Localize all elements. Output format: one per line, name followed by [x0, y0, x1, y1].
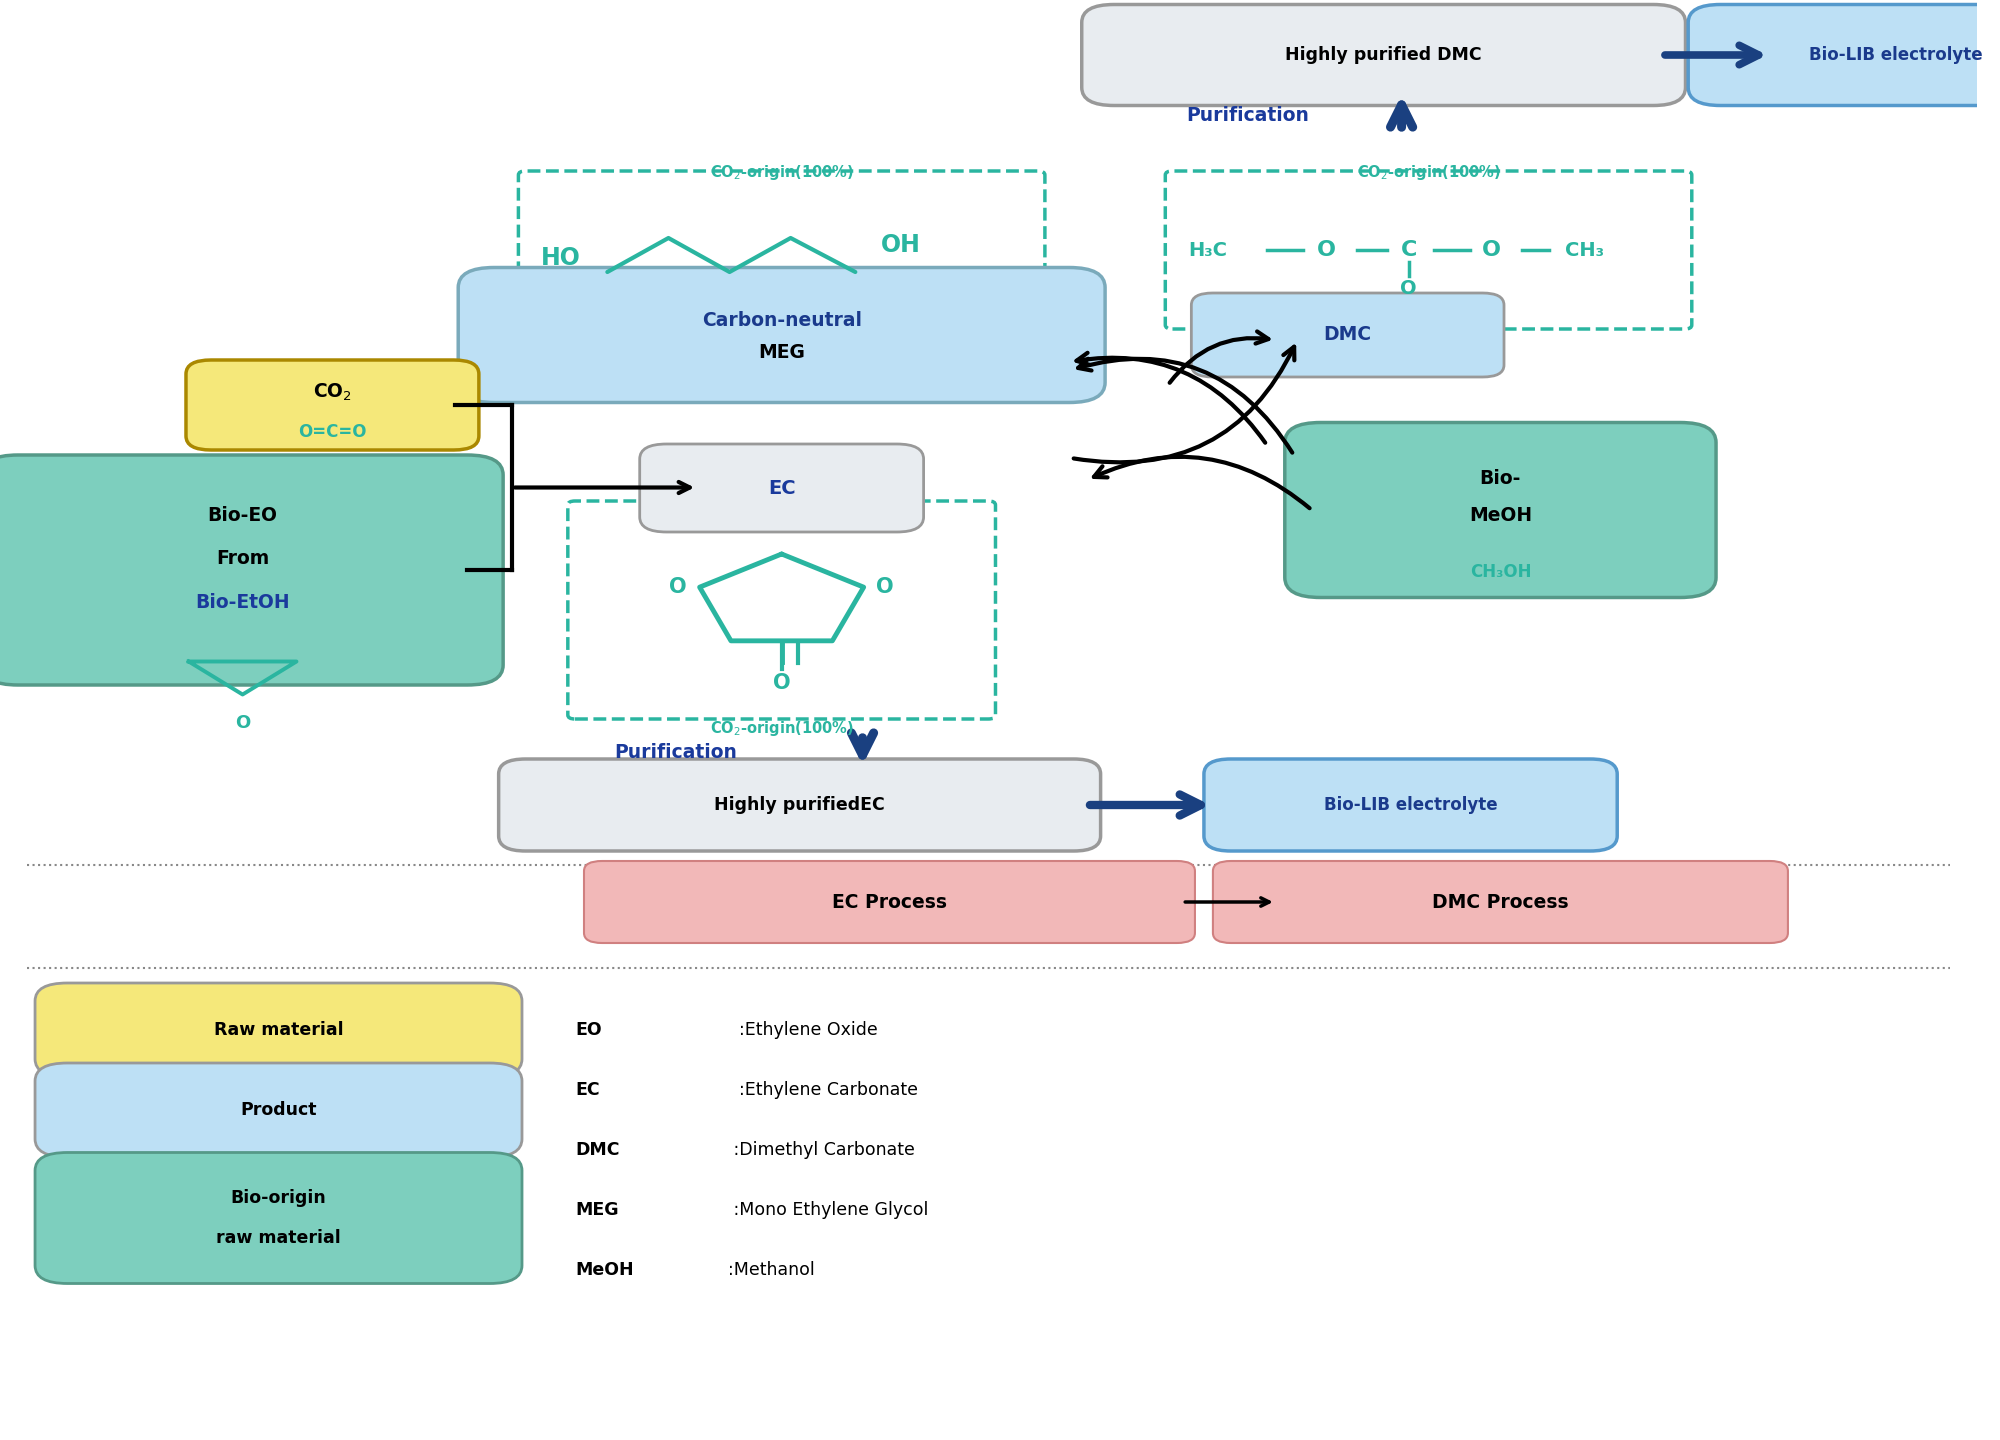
Text: O: O: [876, 577, 894, 598]
Text: CO$_2$-origin(100%): CO$_2$-origin(100%): [710, 163, 854, 181]
Text: CO$_2$: CO$_2$: [312, 382, 352, 403]
FancyBboxPatch shape: [1212, 861, 1788, 943]
FancyBboxPatch shape: [518, 171, 1044, 328]
FancyBboxPatch shape: [1284, 422, 1716, 598]
Text: O: O: [1316, 240, 1336, 261]
FancyBboxPatch shape: [186, 360, 478, 451]
FancyBboxPatch shape: [1204, 759, 1618, 851]
Text: O=C=O: O=C=O: [298, 423, 366, 441]
Text: MeOH: MeOH: [576, 1261, 634, 1279]
Text: EO: EO: [576, 1021, 602, 1040]
Text: CO$_2$-origin(100%): CO$_2$-origin(100%): [1356, 163, 1500, 181]
Text: Bio-EO: Bio-EO: [208, 505, 278, 524]
Text: Carbon-neutral: Carbon-neutral: [702, 311, 862, 330]
Text: OH: OH: [880, 233, 920, 256]
FancyBboxPatch shape: [568, 501, 996, 719]
Text: :Dimethyl Carbonate: :Dimethyl Carbonate: [728, 1140, 914, 1159]
Text: O: O: [1400, 278, 1418, 298]
Text: O: O: [234, 714, 250, 732]
Text: Bio-origin: Bio-origin: [230, 1189, 326, 1207]
FancyBboxPatch shape: [1082, 4, 1686, 105]
Text: From: From: [216, 549, 270, 567]
FancyBboxPatch shape: [36, 1063, 522, 1156]
Text: Bio-LIB electrolyte: Bio-LIB electrolyte: [1808, 46, 1982, 63]
FancyBboxPatch shape: [1192, 292, 1504, 377]
FancyBboxPatch shape: [640, 444, 924, 531]
Text: HO: HO: [540, 246, 580, 271]
Text: O: O: [1482, 240, 1500, 261]
FancyBboxPatch shape: [1688, 4, 2000, 105]
Text: C: C: [1400, 240, 1416, 261]
Text: CH₃: CH₃: [1566, 240, 1604, 259]
FancyBboxPatch shape: [498, 759, 1100, 851]
Text: DMC Process: DMC Process: [1432, 893, 1568, 912]
FancyBboxPatch shape: [1166, 171, 1692, 328]
Text: H₃C: H₃C: [1188, 240, 1228, 259]
Text: DMC: DMC: [1324, 325, 1372, 344]
FancyBboxPatch shape: [0, 455, 504, 685]
Text: Bio-: Bio-: [1480, 468, 1522, 488]
Text: raw material: raw material: [216, 1228, 340, 1247]
Text: EC: EC: [576, 1081, 600, 1099]
Text: DMC: DMC: [576, 1140, 620, 1159]
Text: CH₃OH: CH₃OH: [1470, 563, 1532, 580]
Text: Highly purifiedEC: Highly purifiedEC: [714, 796, 884, 814]
Text: O: O: [670, 577, 686, 598]
Text: Raw material: Raw material: [214, 1021, 344, 1040]
Text: O: O: [772, 672, 790, 693]
FancyBboxPatch shape: [458, 268, 1106, 403]
Text: Purification: Purification: [614, 743, 738, 762]
Text: CO$_2$-origin(100%): CO$_2$-origin(100%): [710, 719, 854, 737]
Text: :Ethylene Oxide: :Ethylene Oxide: [728, 1021, 878, 1040]
FancyBboxPatch shape: [36, 1152, 522, 1283]
Text: MEG: MEG: [758, 343, 806, 361]
FancyBboxPatch shape: [584, 861, 1194, 943]
Text: EC: EC: [768, 478, 796, 497]
Text: :Methanol: :Methanol: [728, 1261, 814, 1279]
Text: MEG: MEG: [576, 1201, 618, 1220]
Text: :Mono Ethylene Glycol: :Mono Ethylene Glycol: [728, 1201, 928, 1220]
Text: Highly purified DMC: Highly purified DMC: [1286, 46, 1482, 63]
Text: Bio-LIB electrolyte: Bio-LIB electrolyte: [1324, 796, 1498, 814]
Text: :Ethylene Carbonate: :Ethylene Carbonate: [728, 1081, 918, 1099]
FancyBboxPatch shape: [36, 984, 522, 1077]
Text: Bio-EtOH: Bio-EtOH: [196, 592, 290, 612]
Text: MeOH: MeOH: [1468, 505, 1532, 524]
Text: EC Process: EC Process: [832, 893, 946, 912]
Text: Purification: Purification: [1186, 105, 1308, 124]
Text: Product: Product: [240, 1102, 316, 1119]
